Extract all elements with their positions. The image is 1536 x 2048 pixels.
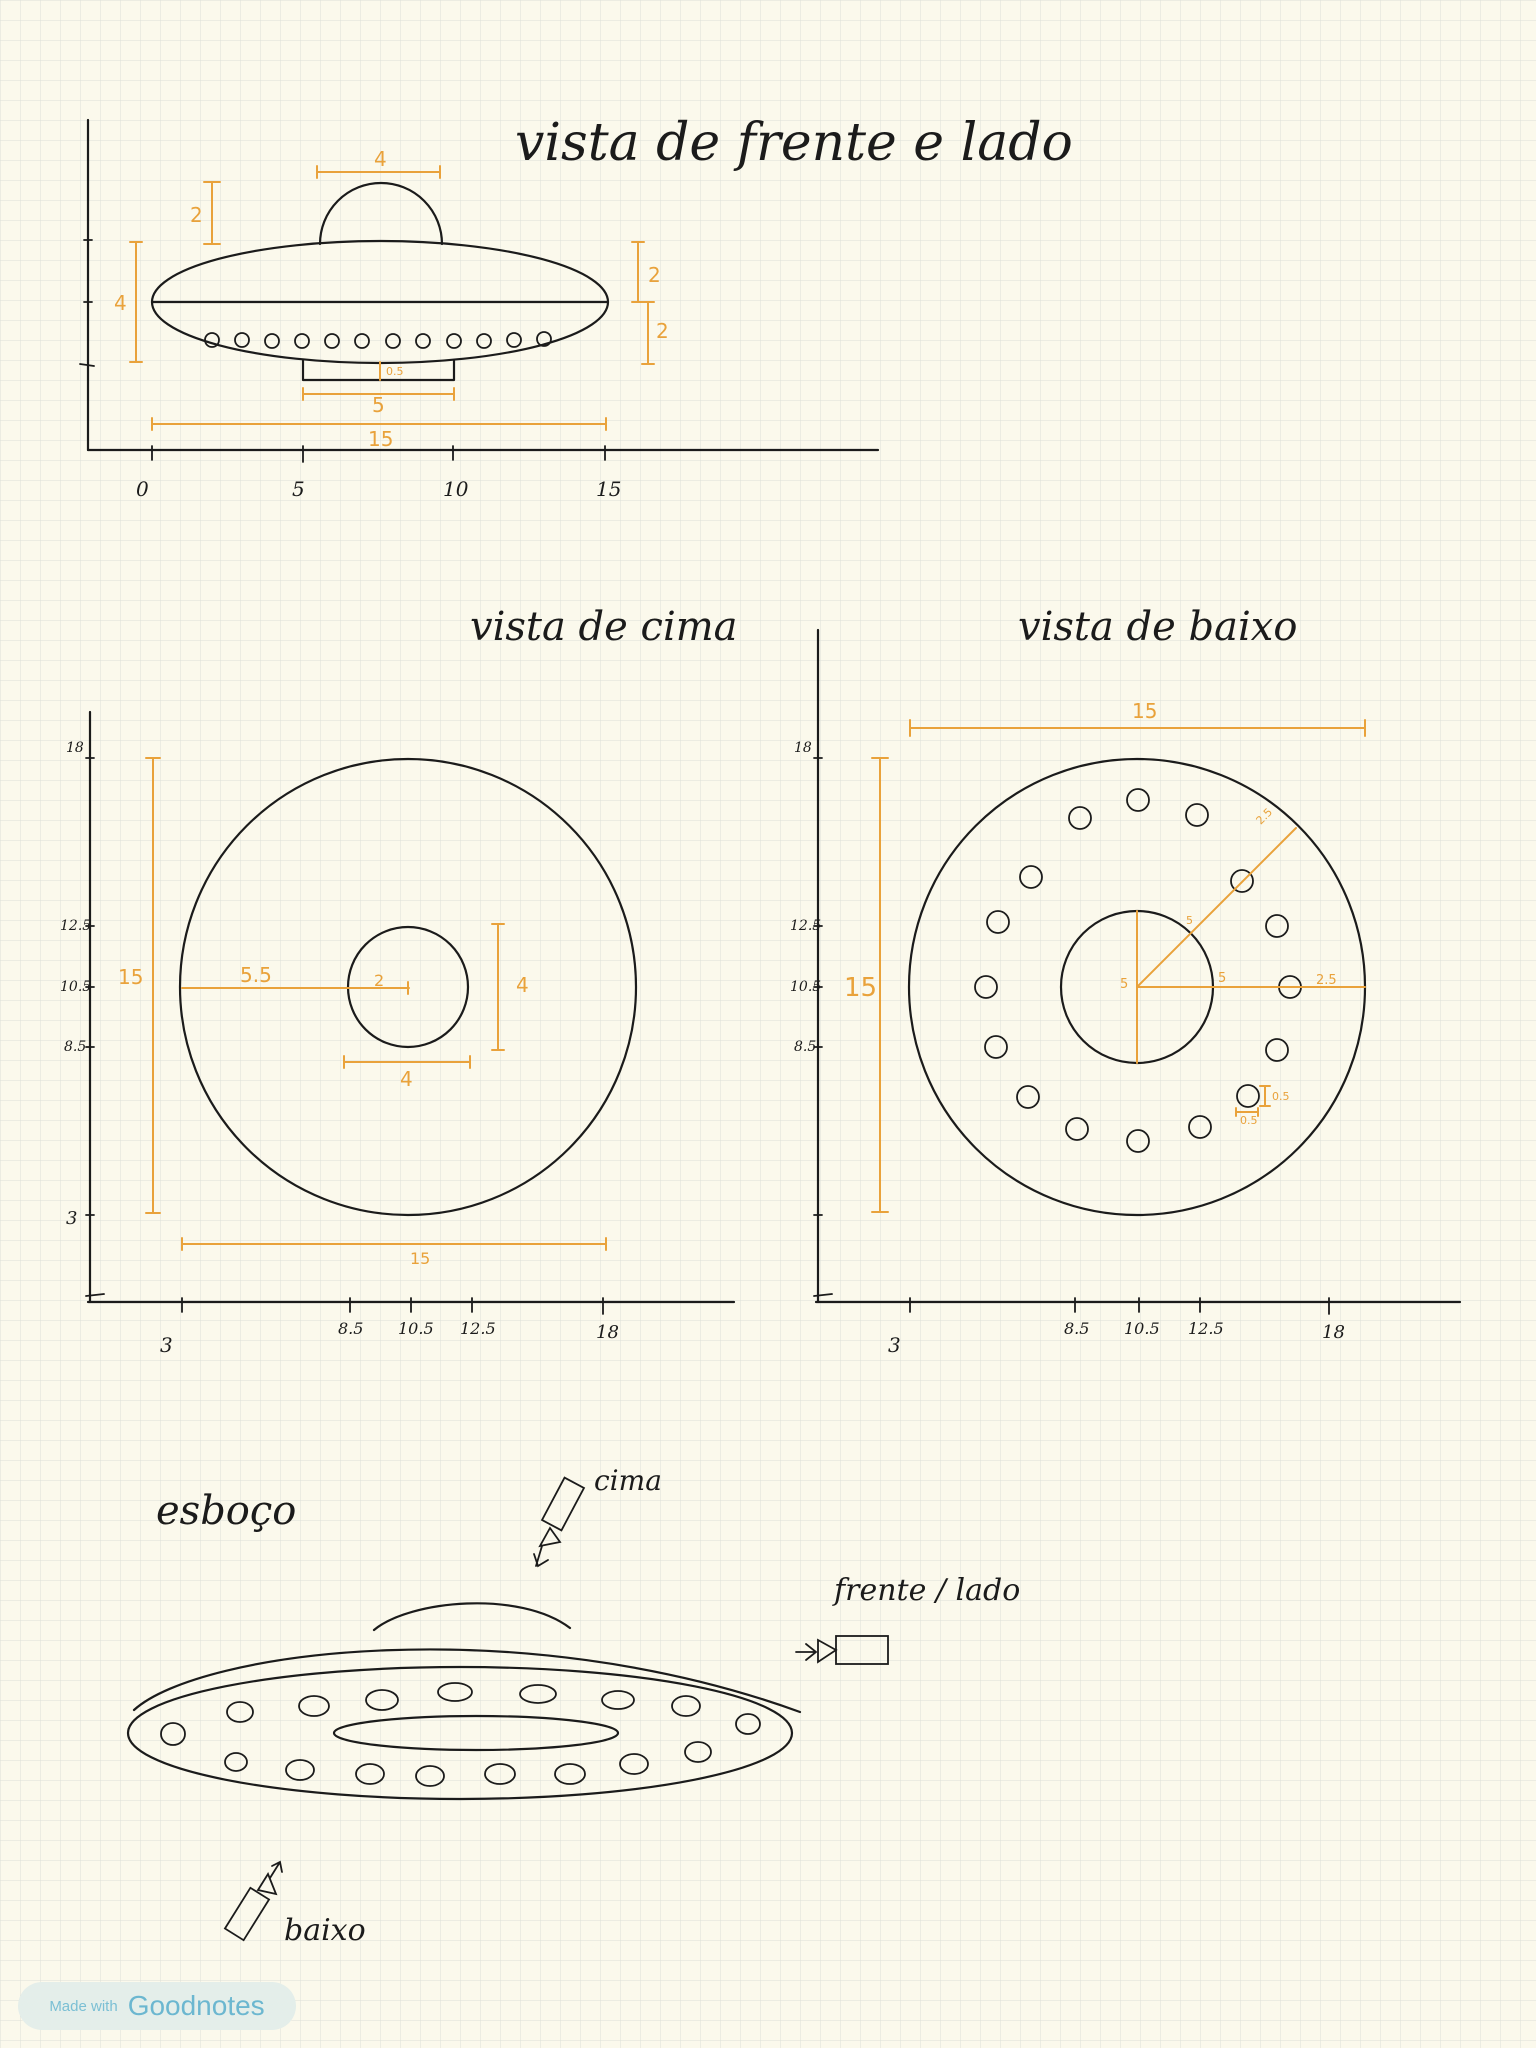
top-y-tick-1: 12.5 (60, 918, 91, 934)
svg-text:15: 15 (410, 1249, 430, 1268)
bottom-portholes (974, 788, 1302, 1153)
svg-text:2: 2 (648, 263, 661, 287)
top-view: vista de cima 18 12.5 10.5 8.5 3 3 8.5 1… (60, 604, 738, 1357)
perspective-sketch: esboço cim (126, 1464, 1020, 1948)
bottom-y-tick-1: 12.5 (790, 918, 821, 934)
front-view-title: vista de frente e lado (515, 113, 1073, 173)
top-view-title: vista de cima (470, 604, 738, 650)
svg-text:4: 4 (374, 147, 387, 171)
bottom-y-tick-0: 18 (794, 740, 812, 756)
badge-brand: Goodnotes (127, 1990, 265, 2021)
bottom-view: vista de baixo 18 12.5 10.5 8.5 3 8.5 10… (790, 604, 1462, 1357)
svg-text:5: 5 (372, 393, 385, 417)
bottom-x-tick-0: 3 (888, 1333, 901, 1357)
front-x-tick-0: 0 (136, 477, 149, 501)
bottom-x-tick-1: 8.5 (1064, 1319, 1089, 1338)
top-x-tick-4: 18 (596, 1322, 619, 1343)
top-y-tick-0: 18 (66, 740, 84, 756)
bottom-view-title: vista de baixo (1018, 604, 1297, 650)
goodnotes-badge: Made with Goodnotes (18, 1982, 296, 2030)
sketch-title: esboço (156, 1488, 296, 1534)
svg-text:15: 15 (844, 973, 877, 1003)
sketch-base (332, 1714, 620, 1752)
svg-text:2.5: 2.5 (1316, 973, 1337, 988)
top-x-tick-0: 3 (160, 1333, 173, 1357)
sketch-body (126, 1665, 794, 1801)
svg-text:2: 2 (656, 319, 669, 343)
sketch-portholes (160, 1682, 761, 1787)
svg-text:15: 15 (1132, 699, 1157, 723)
top-x-tick-1: 8.5 (338, 1319, 363, 1338)
camera-bottom-label: baixo (284, 1913, 366, 1948)
bottom-dimensions: 15 15 2.5 5 5 5 2.5 0.5 0.5 (844, 699, 1366, 1213)
camera-top-icon (533, 1476, 586, 1568)
bottom-x-tick-4: 18 (1322, 1322, 1345, 1343)
svg-text:0.5: 0.5 (1240, 1114, 1258, 1127)
front-x-tick-1: 5 (292, 477, 305, 501)
saucer-base (301, 358, 456, 382)
svg-text:5: 5 (1186, 914, 1193, 927)
camera-top-label: cima (594, 1464, 662, 1497)
front-x-tick-2: 10 (443, 477, 469, 501)
svg-text:15: 15 (368, 427, 393, 451)
camera-bottom-icon (223, 1860, 283, 1942)
top-y-tick-2: 10.5 (60, 979, 91, 995)
svg-text:5.5: 5.5 (240, 963, 272, 987)
svg-text:5: 5 (1120, 977, 1128, 992)
sketch-dome (372, 1602, 572, 1632)
svg-text:2: 2 (190, 203, 203, 227)
svg-text:0.5: 0.5 (386, 365, 404, 378)
camera-front-label: frente / lado (832, 1573, 1020, 1608)
top-y-tick-3: 8.5 (64, 1039, 86, 1055)
badge-made-with: Made with (49, 1997, 118, 2015)
camera-front-icon (795, 1635, 889, 1665)
svg-text:5: 5 (1218, 971, 1226, 986)
front-x-tick-3: 15 (596, 477, 621, 501)
top-outer-disc (178, 757, 638, 1217)
front-view: vista de frente e lado 0 5 10 15 (79, 113, 1073, 501)
top-dimensions: 15 5.5 2 4 4 15 (118, 757, 607, 1268)
svg-text:4: 4 (400, 1067, 413, 1091)
bottom-x-tick-3: 12.5 (1188, 1319, 1224, 1338)
svg-text:4: 4 (114, 291, 127, 315)
front-portholes (204, 331, 552, 349)
bottom-y-tick-2: 10.5 (790, 979, 821, 995)
sketch-top-rim (132, 1648, 802, 1714)
dome-shape (318, 181, 444, 246)
top-y-tick-4: 3 (66, 1208, 77, 1229)
bottom-y-tick-3: 8.5 (794, 1039, 816, 1055)
svg-text:15: 15 (118, 965, 143, 989)
svg-text:4: 4 (516, 973, 529, 997)
bottom-x-tick-2: 10.5 (1124, 1319, 1160, 1338)
svg-text:0.5: 0.5 (1272, 1090, 1290, 1103)
top-x-tick-3: 12.5 (460, 1319, 496, 1338)
front-dimensions: 4 2 4 2 2 0.5 5 15 (114, 147, 669, 451)
top-x-tick-2: 10.5 (398, 1319, 434, 1338)
svg-text:2: 2 (374, 971, 384, 990)
